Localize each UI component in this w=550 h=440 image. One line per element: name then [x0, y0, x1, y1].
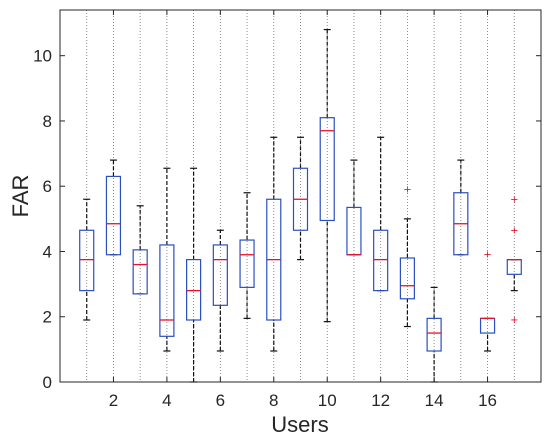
outlier-marker: +: [510, 194, 518, 205]
outlier-marker: +: [483, 250, 491, 261]
box-user-10: [319, 28, 335, 323]
y-tick-label: 4: [43, 242, 52, 261]
x-tick-label: 8: [269, 391, 278, 410]
y-tick-label: 8: [43, 112, 52, 131]
box-user-7: [239, 192, 255, 319]
box-user-4: [159, 167, 175, 352]
box-user-16: +: [479, 250, 496, 352]
x-tick-label: 10: [318, 391, 337, 410]
x-tick-label: 6: [216, 391, 225, 410]
y-tick-label: 10: [33, 47, 52, 66]
box-iqr: [105, 175, 122, 256]
box-iqr: [319, 117, 335, 222]
y-axis-ticks: 0 2 4 6 8 10: [33, 47, 541, 392]
box-iqr: [399, 257, 415, 300]
box-iqr: [239, 239, 255, 288]
box-user-14: [426, 286, 442, 383]
box-user-1: [79, 198, 95, 321]
box-user-3: [132, 205, 148, 295]
outlier-marker: +: [510, 225, 518, 236]
outlier-marker: +: [403, 184, 411, 195]
box-user-9: [292, 136, 309, 261]
box-iqr: [426, 317, 442, 352]
box-iqr: [373, 229, 389, 292]
box-iqr: [159, 244, 175, 337]
plot-frame: [59, 9, 542, 383]
y-tick-label: 2: [43, 308, 52, 327]
box-user-15: [453, 159, 469, 256]
x-tick-label: 4: [162, 391, 171, 410]
box-user-8: [266, 136, 282, 352]
box-user-17: + + +: [506, 194, 522, 326]
box-iqr: [79, 229, 95, 292]
y-tick-label: 6: [43, 177, 52, 196]
box-iqr: [186, 259, 202, 321]
box-user-13: +: [399, 184, 415, 328]
box-iqr: [212, 244, 228, 306]
box-iqr: [132, 249, 148, 295]
box-user-6: [212, 229, 228, 352]
y-tick-label: 0: [43, 373, 52, 392]
x-axis-ticks: 2 4 6 8 10 12 14 16: [109, 10, 497, 410]
box-user-5: [186, 167, 202, 383]
x-axis-label: Users: [271, 412, 328, 437]
box-user-12: [373, 136, 389, 292]
boxplot-series: + + + + +: [79, 28, 522, 383]
outlier-marker: +: [510, 315, 518, 326]
x-tick-label: 16: [478, 391, 497, 410]
x-tick-label: 12: [371, 391, 390, 410]
y-axis-label: FAR: [8, 175, 33, 218]
box-user-2: [105, 159, 122, 256]
x-tick-label: 14: [425, 391, 444, 410]
x-tick-label: 2: [109, 391, 118, 410]
box-user-11: [346, 159, 362, 256]
